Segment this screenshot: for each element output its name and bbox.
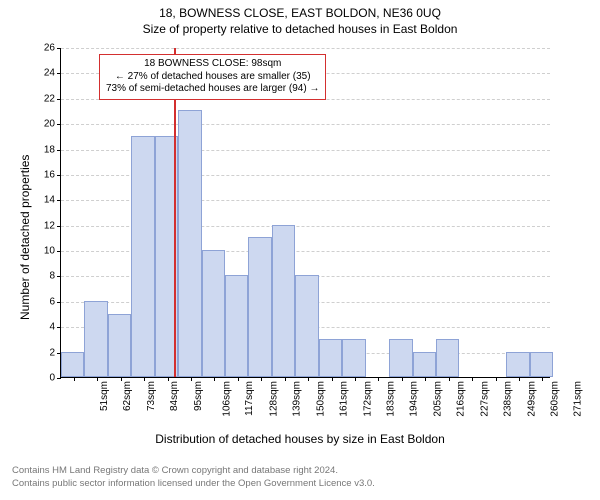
xtick-mark [144,377,145,381]
histogram-bar [225,275,248,377]
ytick-label: 26 [44,43,61,54]
footer-line-1: Contains HM Land Registry data © Crown c… [12,465,375,477]
xtick-label: 183sqm [386,381,397,417]
histogram-bar [178,110,201,377]
grid-line [61,124,550,125]
histogram-bar [389,339,412,377]
xtick-mark [519,377,520,381]
xtick-label: 62sqm [122,381,133,411]
ytick-label: 10 [44,246,61,257]
xtick-mark [472,377,473,381]
xtick-mark [97,377,98,381]
xtick-label: 95sqm [193,381,204,411]
address-line: 18, BOWNESS CLOSE, EAST BOLDON, NE36 0UQ [0,6,600,20]
xtick-label: 205sqm [432,381,443,417]
histogram-bar [530,352,553,377]
histogram-bar [84,301,107,377]
ytick-label: 12 [44,220,61,231]
annotation-line: ← 27% of detached houses are smaller (35… [106,71,319,84]
xtick-label: 117sqm [244,381,255,416]
y-axis-label: Number of detached properties [18,155,32,320]
xtick-mark [355,377,356,381]
annotation-box: 18 BOWNESS CLOSE: 98sqm← 27% of detached… [99,54,326,100]
xtick-mark [542,377,543,381]
xtick-label: 249sqm [526,381,537,417]
xtick-label: 194sqm [409,381,420,417]
ytick-label: 22 [44,93,61,104]
xtick-mark [496,377,497,381]
ytick-label: 8 [49,271,61,282]
histogram-bar [342,339,365,377]
histogram-bar [506,352,529,377]
histogram-bar [248,237,271,377]
xtick-label: 73sqm [146,381,157,411]
xtick-label: 172sqm [362,381,373,417]
xtick-mark [402,377,403,381]
xtick-label: 51sqm [99,381,110,411]
ytick-label: 6 [49,296,61,307]
ytick-label: 16 [44,169,61,180]
xtick-label: 150sqm [315,381,326,417]
histogram-bar [436,339,459,377]
histogram-bar [131,136,154,377]
xtick-mark [425,377,426,381]
x-axis-label: Distribution of detached houses by size … [0,432,600,446]
xtick-label: 128sqm [268,381,279,417]
grid-line [61,48,550,49]
xtick-mark [74,377,75,381]
xtick-label: 238sqm [503,381,514,417]
ytick-label: 0 [49,373,61,384]
xtick-mark [168,377,169,381]
ytick-label: 2 [49,347,61,358]
histogram-bar [295,275,318,377]
xtick-label: 227sqm [479,381,490,417]
xtick-mark [285,377,286,381]
xtick-label: 271sqm [573,381,584,417]
histogram-bar [202,250,225,377]
ytick-label: 14 [44,195,61,206]
xtick-mark [378,377,379,381]
xtick-label: 84sqm [169,381,180,411]
xtick-mark [238,377,239,381]
chart-title: Size of property relative to detached ho… [0,22,600,36]
ytick-label: 18 [44,144,61,155]
xtick-mark [308,377,309,381]
annotation-line: 73% of semi-detached houses are larger (… [106,83,319,96]
xtick-mark [214,377,215,381]
footer-line-2: Contains public sector information licen… [12,478,375,490]
xtick-label: 139sqm [292,381,303,417]
ytick-label: 4 [49,322,61,333]
xtick-mark [261,377,262,381]
footer-attribution: Contains HM Land Registry data © Crown c… [12,465,375,490]
histogram-bar [108,314,131,377]
histogram-bar [319,339,342,377]
histogram-bar [61,352,84,377]
xtick-label: 161sqm [339,381,350,417]
xtick-label: 260sqm [550,381,561,417]
xtick-label: 216sqm [456,381,467,417]
xtick-mark [191,377,192,381]
xtick-mark [121,377,122,381]
histogram-plot: 0246810121416182022242651sqm62sqm73sqm84… [60,48,550,378]
ytick-label: 24 [44,68,61,79]
histogram-bar [272,225,295,377]
xtick-label: 106sqm [222,381,233,417]
histogram-bar [413,352,436,377]
annotation-line: 18 BOWNESS CLOSE: 98sqm [106,58,319,71]
xtick-mark [332,377,333,381]
xtick-mark [449,377,450,381]
ytick-label: 20 [44,119,61,130]
